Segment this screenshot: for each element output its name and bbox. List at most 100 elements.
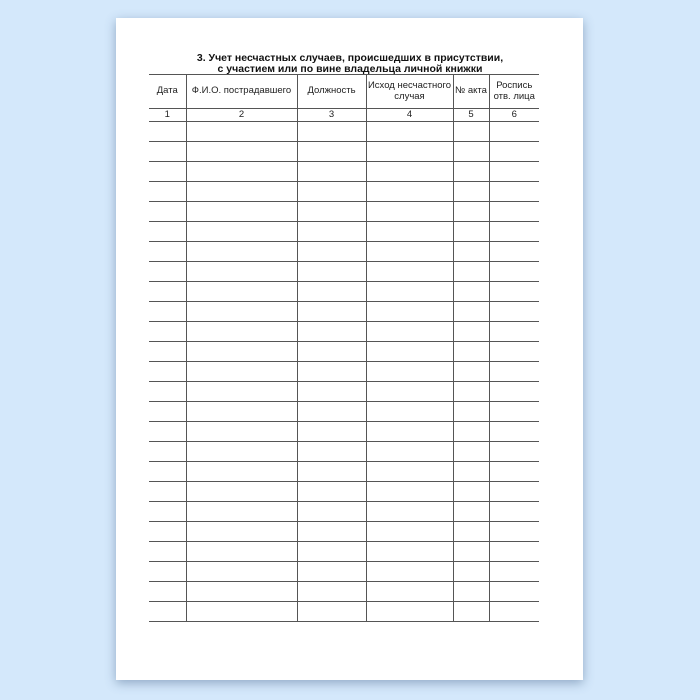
column-number: 6 — [488, 108, 539, 122]
table-cell — [488, 321, 539, 342]
table-cell — [488, 281, 539, 302]
table-cell — [149, 361, 187, 382]
table-row — [149, 601, 539, 622]
table-cell — [296, 481, 367, 502]
table-cell — [149, 581, 187, 602]
table-cell — [452, 161, 490, 182]
table-cell — [452, 321, 490, 342]
table-cell — [296, 521, 367, 542]
table-cell — [452, 361, 490, 382]
table-cell — [488, 261, 539, 282]
column-header: Роспись отв. лица — [488, 74, 539, 109]
table-cell — [488, 601, 539, 622]
table-cell — [488, 341, 539, 362]
table-cell — [185, 181, 298, 202]
table-row — [149, 301, 539, 322]
column-number: 4 — [365, 108, 454, 122]
table-cell — [365, 421, 454, 442]
table-row — [149, 341, 539, 362]
table-cell — [149, 561, 187, 582]
table-cell — [296, 261, 367, 282]
table-cell — [296, 341, 367, 362]
table-row — [149, 421, 539, 442]
table-cell — [488, 421, 539, 442]
table-cell — [365, 461, 454, 482]
table-cell — [296, 281, 367, 302]
table-cell — [488, 121, 539, 142]
column-header: Ф.И.О. пострадавшего — [185, 74, 298, 109]
table-cell — [149, 201, 187, 222]
table-cell — [452, 401, 490, 422]
table-cell — [365, 581, 454, 602]
table-cell — [365, 341, 454, 362]
table-cell — [365, 161, 454, 182]
table-cell — [185, 341, 298, 362]
table-cell — [365, 521, 454, 542]
table-row — [149, 121, 539, 142]
table-cell — [365, 401, 454, 422]
table-cell — [185, 401, 298, 422]
table-cell — [185, 241, 298, 262]
table-cell — [296, 401, 367, 422]
table-row — [149, 201, 539, 222]
table-cell — [365, 561, 454, 582]
table-cell — [452, 301, 490, 322]
table-cell — [149, 241, 187, 262]
table-cell — [488, 401, 539, 422]
table-cell — [149, 141, 187, 162]
table-row — [149, 501, 539, 522]
table-cell — [149, 601, 187, 622]
table-cell — [365, 441, 454, 462]
table-cell — [452, 441, 490, 462]
table-cell — [488, 201, 539, 222]
table-cell — [488, 581, 539, 602]
table-cell — [185, 521, 298, 542]
table-cell — [185, 381, 298, 402]
table-cell — [185, 161, 298, 182]
table-cell — [452, 341, 490, 362]
table-cell — [365, 241, 454, 262]
table-cell — [149, 121, 187, 142]
table-cell — [185, 601, 298, 622]
table-row — [149, 321, 539, 342]
table-row — [149, 481, 539, 502]
table-cell — [185, 281, 298, 302]
table-row — [149, 401, 539, 422]
table-row — [149, 541, 539, 562]
table-row — [149, 281, 539, 302]
table-cell — [452, 541, 490, 562]
table-cell — [488, 241, 539, 262]
table-cell — [365, 181, 454, 202]
table-cell — [452, 221, 490, 242]
table-cell — [488, 501, 539, 522]
column-header: Исход несчастного случая — [365, 74, 454, 109]
table-cell — [296, 361, 367, 382]
table-cell — [365, 141, 454, 162]
table-cell — [149, 381, 187, 402]
table-cell — [296, 601, 367, 622]
table-cell — [452, 521, 490, 542]
table-cell — [149, 301, 187, 322]
table-cell — [149, 481, 187, 502]
table-cell — [488, 141, 539, 162]
table-cell — [488, 441, 539, 462]
table-cell — [488, 561, 539, 582]
table-cell — [365, 501, 454, 522]
table-cell — [488, 181, 539, 202]
table-cell — [452, 561, 490, 582]
table-cell — [296, 561, 367, 582]
table-cell — [296, 301, 367, 322]
section-title-line-1: 3. Учет несчастных случаев, происшедших … — [196, 52, 504, 64]
table-cell — [296, 121, 367, 142]
table-cell — [452, 481, 490, 502]
column-header: № акта — [452, 74, 490, 109]
table-cell — [365, 281, 454, 302]
table-cell — [296, 141, 367, 162]
table-cell — [149, 161, 187, 182]
table-cell — [488, 381, 539, 402]
table-cell — [296, 181, 367, 202]
table-cell — [488, 221, 539, 242]
table-cell — [452, 601, 490, 622]
table-cell — [185, 261, 298, 282]
table-cell — [149, 261, 187, 282]
